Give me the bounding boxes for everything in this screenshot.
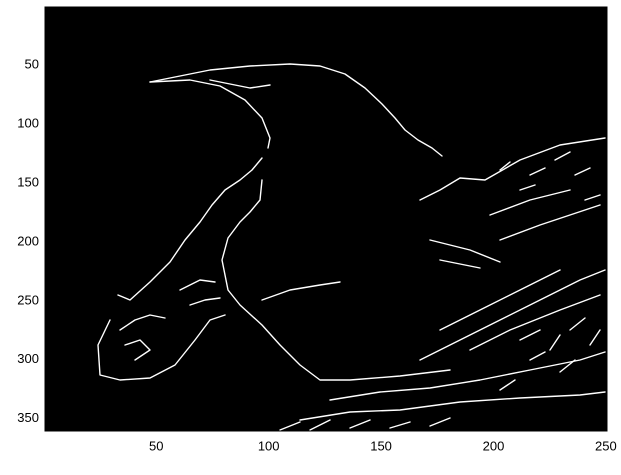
- y-tick-label: 250: [17, 292, 39, 307]
- x-tick-label: 100: [258, 438, 280, 453]
- x-tick-label: 150: [370, 438, 392, 453]
- edge: [499, 317, 601, 391]
- edge: [299, 391, 606, 421]
- edge: [419, 137, 606, 201]
- edge: [499, 151, 601, 201]
- edge: [209, 79, 271, 89]
- edge: [119, 314, 166, 361]
- y-tick-label: 350: [17, 410, 39, 425]
- edge: [261, 281, 341, 301]
- y-tick-label: 100: [17, 116, 39, 131]
- y-tick-label: 300: [17, 351, 39, 366]
- y-tick-label: 150: [17, 175, 39, 190]
- x-tick-label: 250: [595, 438, 617, 453]
- edge: [179, 279, 221, 306]
- image-area: [45, 7, 607, 431]
- edge: [429, 189, 601, 269]
- x-tick-label: 200: [483, 438, 505, 453]
- y-tick-label: 200: [17, 233, 39, 248]
- edge: [149, 79, 271, 149]
- axes-box: [44, 6, 608, 432]
- y-tick-label: 50: [25, 57, 39, 72]
- edge: [117, 157, 263, 301]
- x-tick-label: 50: [149, 438, 163, 453]
- edge: [97, 314, 226, 381]
- edge: [329, 351, 606, 401]
- edge: [149, 63, 443, 157]
- edge: [419, 269, 606, 361]
- edge-image: [97, 63, 606, 431]
- edge: [221, 179, 451, 381]
- edge: [279, 417, 451, 431]
